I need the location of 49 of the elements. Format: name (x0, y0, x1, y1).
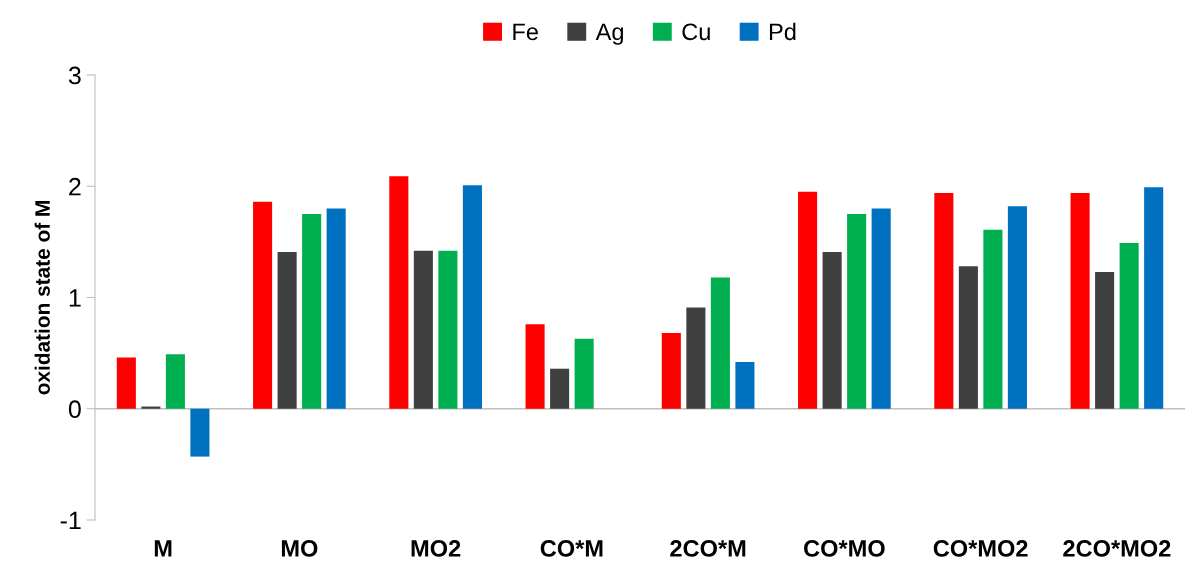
bar (1119, 242, 1139, 409)
x-tick-label: CO*M (540, 540, 603, 557)
bar (735, 362, 755, 409)
y-tick-label: 2 (69, 177, 81, 196)
y-tick-label: 0 (68, 400, 81, 419)
bar (710, 277, 730, 409)
bar (574, 338, 594, 409)
legend-label: Fe (513, 23, 538, 41)
bar (550, 368, 570, 409)
legend-label: Ag (595, 23, 623, 45)
bar (871, 208, 891, 409)
bar (661, 333, 681, 409)
bar (389, 176, 409, 409)
bar (190, 408, 210, 457)
bar (253, 201, 273, 409)
bar (1144, 187, 1164, 409)
bar (847, 214, 867, 409)
y-tick-label: 1 (69, 289, 81, 307)
legend-label: Cu (682, 23, 710, 41)
bar (822, 251, 842, 409)
bar (934, 192, 954, 409)
bar (983, 229, 1003, 409)
bar (413, 250, 433, 409)
bar (1070, 192, 1090, 409)
x-tick-label: MO2 (411, 540, 461, 557)
bar (1095, 271, 1115, 409)
y-tick-label: 3 (68, 66, 81, 85)
legend-label: Pd (769, 22, 796, 41)
bar (462, 185, 482, 409)
bar (1007, 206, 1027, 409)
bar (277, 251, 297, 409)
x-tick-label: M (154, 540, 172, 557)
x-tick-label: CO*MO2 (933, 540, 1028, 557)
y-tick-label: -1 (60, 511, 81, 530)
bar (141, 406, 161, 409)
x-tick-label: MO (281, 540, 318, 557)
bar (525, 324, 545, 409)
bar (326, 208, 346, 409)
x-tick-label: CO*MO (804, 540, 885, 557)
bar (438, 250, 458, 409)
bar (302, 214, 322, 409)
bar (116, 357, 136, 409)
bar (798, 191, 818, 409)
x-tick-label: 2CO*M (670, 540, 746, 557)
x-tick-label: 2CO*MO2 (1063, 540, 1171, 557)
bar (958, 266, 978, 409)
bar (686, 307, 706, 409)
y-axis-title: oxidation state of M (34, 201, 50, 395)
bar (165, 354, 185, 409)
